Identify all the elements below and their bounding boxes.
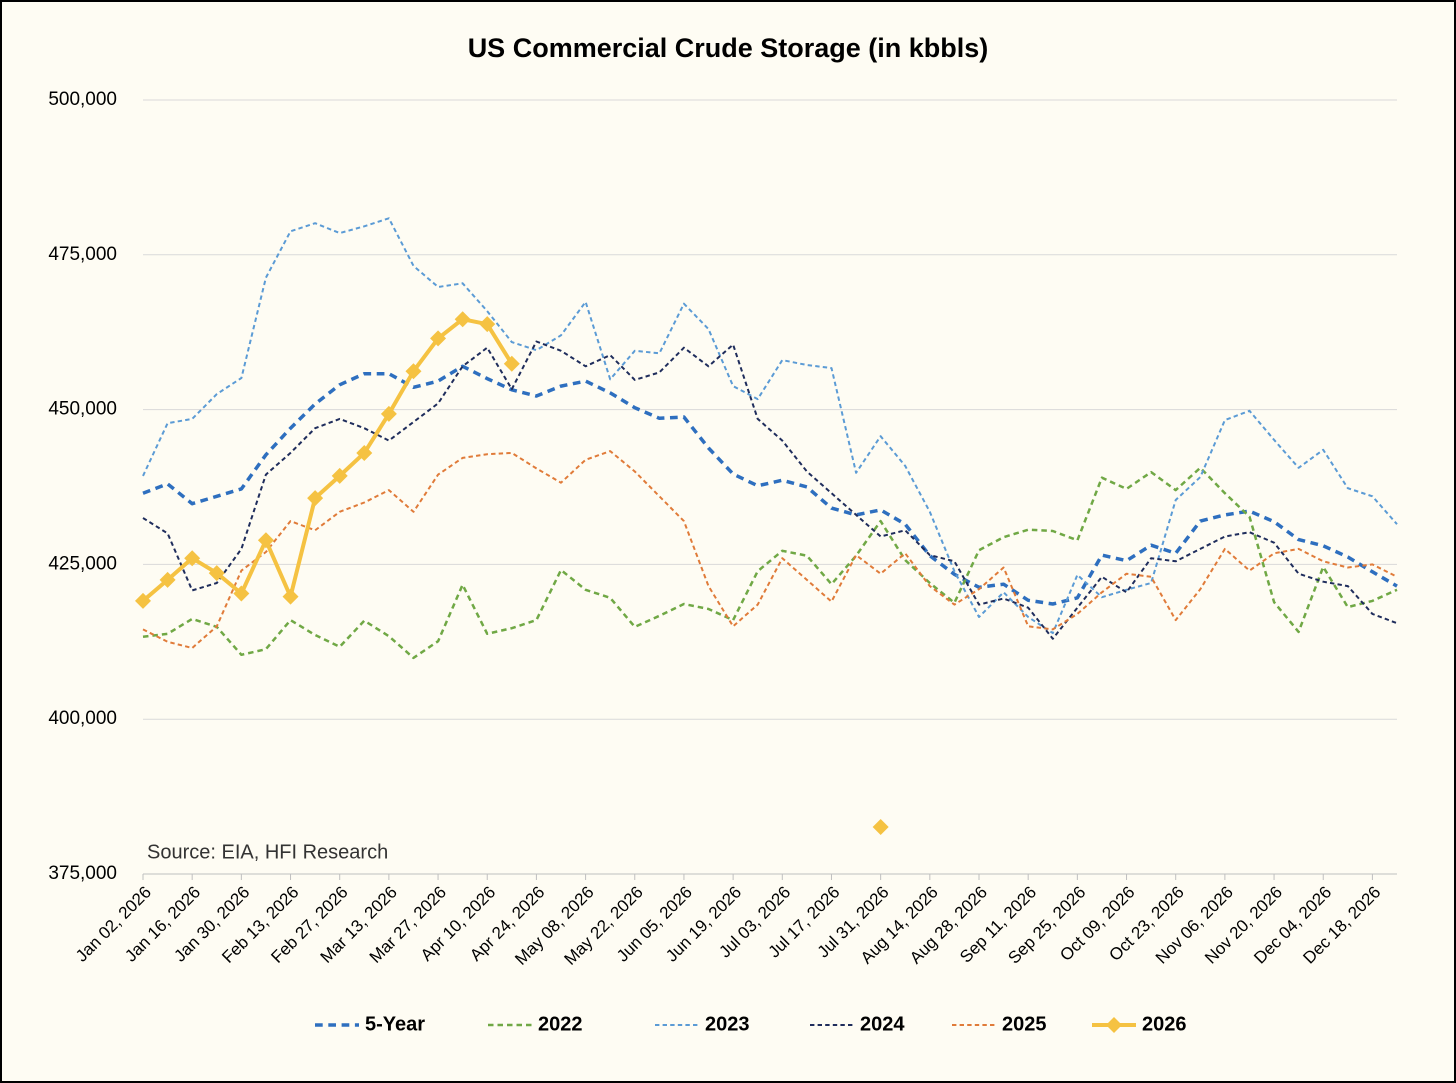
legend-label: 2024 — [860, 1013, 905, 1035]
series-line — [142, 217, 1398, 635]
series-marker — [503, 355, 520, 372]
series-marker — [282, 588, 299, 605]
series-marker — [307, 490, 324, 507]
series-marker — [233, 585, 250, 602]
y-tick-label: 400,000 — [48, 708, 117, 729]
series-marker — [454, 311, 471, 328]
y-tick-label: 375,000 — [48, 863, 117, 884]
legend-label: 2023 — [705, 1013, 750, 1035]
series-marker — [159, 571, 176, 588]
y-tick-label: 450,000 — [48, 399, 117, 420]
legend-label: 5-Year — [365, 1013, 425, 1035]
series-marker — [479, 316, 496, 333]
series-marker — [872, 818, 889, 835]
series-marker — [135, 592, 151, 609]
series-line — [142, 364, 1398, 606]
y-tick-label: 425,000 — [48, 553, 117, 574]
y-tick-label: 500,000 — [48, 89, 117, 110]
series-marker — [405, 363, 422, 380]
series-marker — [257, 532, 274, 549]
series-marker — [331, 467, 348, 484]
series-marker — [208, 565, 225, 582]
legend-marker — [1106, 1017, 1122, 1033]
legend-label: 2025 — [1002, 1013, 1047, 1035]
legend-label: 2026 — [1142, 1013, 1187, 1035]
series-marker — [356, 444, 373, 461]
series-line — [142, 340, 1398, 640]
chart-title: US Commercial Crude Storage (in kbbls) — [468, 33, 989, 63]
y-tick-label: 475,000 — [48, 244, 117, 265]
legend-label: 2022 — [538, 1013, 583, 1035]
series-marker — [430, 330, 447, 347]
source-note: Source: EIA, HFI Research — [147, 841, 388, 863]
series-marker — [184, 550, 201, 567]
series-line — [142, 466, 1398, 660]
series-marker — [380, 405, 397, 422]
